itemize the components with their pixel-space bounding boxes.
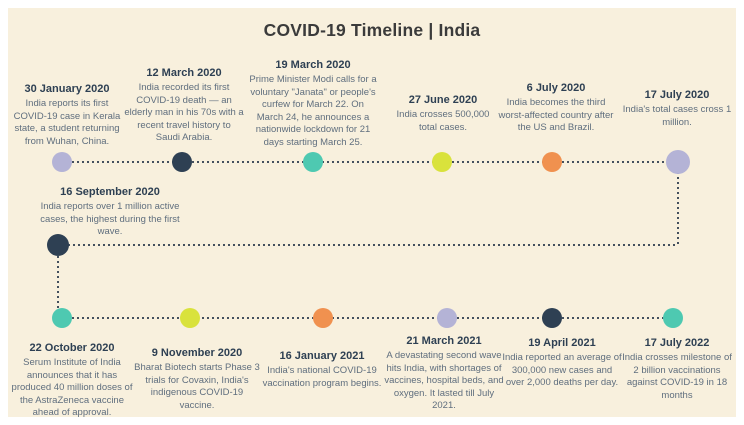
event-date: 9 November 2020 <box>151 347 243 359</box>
event-description: India crosses milestone of 2 billion vac… <box>622 352 732 401</box>
event-22-october-2020: 22 October 2020 Serum Institute of India… <box>10 342 134 420</box>
event-27-june-2020: 27 June 2020 India crosses 500,000 total… <box>391 94 495 134</box>
event-description: Prime Minister Modi calls for a voluntar… <box>249 74 377 148</box>
event-19-april-2021: 19 April 2021 India reported an average … <box>502 337 622 390</box>
timeline-connector-left <box>57 246 59 318</box>
event-date: 16 January 2021 <box>279 350 365 362</box>
timeline-dot-9-november-2020 <box>180 308 200 328</box>
timeline-dot-16-january-2021 <box>313 308 333 328</box>
timeline-line-top <box>62 161 678 163</box>
timeline-dot-16-september-2020 <box>47 234 69 256</box>
timeline-connector-right <box>677 162 679 246</box>
event-description: India crosses 500,000 total cases. <box>396 109 490 133</box>
event-description: India reports over 1 million active case… <box>40 201 180 238</box>
event-date: 17 July 2020 <box>644 89 710 101</box>
timeline-dot-12-march-2020 <box>172 152 192 172</box>
event-12-march-2020: 12 March 2020 India recorded its first C… <box>124 67 244 145</box>
timeline-line-middle <box>58 244 678 246</box>
event-19-march-2020: 19 March 2020 Prime Minister Modi calls … <box>248 59 378 149</box>
timeline-dot-27-june-2020 <box>432 152 452 172</box>
event-21-march-2021: 21 March 2021 A devastating second wave … <box>383 335 505 413</box>
event-description: India's total cases cross 1 million. <box>622 104 732 128</box>
event-date: 12 March 2020 <box>146 67 222 79</box>
event-date: 27 June 2020 <box>408 94 478 106</box>
event-description: India reports its first COVID-19 case in… <box>13 98 121 147</box>
event-16-january-2021: 16 January 2021 India's national COVID-1… <box>262 350 382 390</box>
event-9-november-2020: 9 November 2020 Bharat Biotech starts Ph… <box>133 347 261 412</box>
event-date: 21 March 2021 <box>406 335 482 347</box>
event-date: 30 January 2020 <box>24 83 110 95</box>
event-17-july-2022: 17 July 2022 India crosses milestone of … <box>619 337 735 402</box>
event-30-january-2020: 30 January 2020 India reports its first … <box>11 83 123 148</box>
event-date: 17 July 2022 <box>644 337 710 349</box>
event-date: 19 April 2021 <box>528 337 596 349</box>
event-description: India reported an average of 300,000 new… <box>502 352 622 389</box>
event-description: A devastating second wave hits India, wi… <box>384 350 504 412</box>
event-description: India's national COVID-19 vaccination pr… <box>262 365 382 389</box>
event-description: Bharat Biotech starts Phase 3 trials for… <box>134 362 260 411</box>
event-description: India becomes the third worst-affected c… <box>498 97 614 134</box>
timeline-dot-17-july-2022 <box>663 308 683 328</box>
timeline-dot-30-january-2020 <box>52 152 72 172</box>
event-date: 16 September 2020 <box>60 186 160 198</box>
timeline-dot-17-july-2020 <box>666 150 690 174</box>
timeline-line-bottom <box>62 317 673 319</box>
event-16-september-2020: 16 September 2020 India reports over 1 m… <box>35 186 185 239</box>
timeline-dot-6-july-2020 <box>542 152 562 172</box>
event-6-july-2020: 6 July 2020 India becomes the third wors… <box>497 82 615 135</box>
event-date: 22 October 2020 <box>29 342 115 354</box>
timeline-dot-21-march-2021 <box>437 308 457 328</box>
timeline-dot-19-march-2020 <box>303 152 323 172</box>
event-description: India recorded its first COVID-19 death … <box>124 82 244 144</box>
event-date: 19 March 2020 <box>275 59 351 71</box>
page-title: COVID-19 Timeline | India <box>263 20 481 40</box>
event-17-july-2020: 17 July 2020 India's total cases cross 1… <box>621 89 733 129</box>
event-date: 6 July 2020 <box>526 82 586 94</box>
timeline-dot-22-october-2020 <box>52 308 72 328</box>
event-description: Serum Institute of India announces that … <box>11 357 133 419</box>
timeline-dot-19-april-2021 <box>542 308 562 328</box>
timeline-panel: COVID-19 Timeline | India 30 January 202… <box>8 8 736 420</box>
